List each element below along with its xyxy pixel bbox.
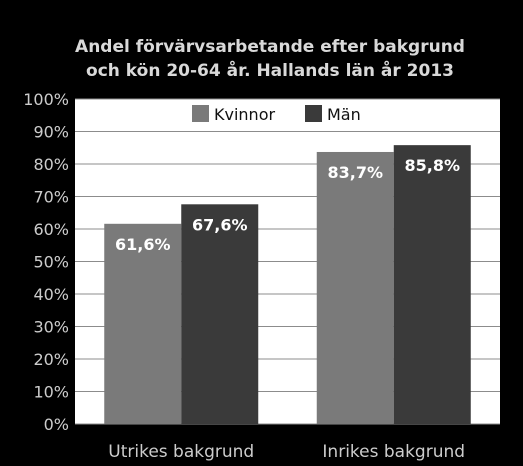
y-tick-label: 40%	[33, 285, 69, 304]
category-label: Inrikes bakgrund	[322, 442, 465, 462]
legend-label: Män	[327, 105, 361, 124]
bar-0-0	[104, 223, 182, 424]
data-label: 83,7%	[327, 163, 383, 182]
y-tick-label: 20%	[33, 350, 69, 369]
y-tick-label: 0%	[44, 415, 69, 434]
y-tick-label: 100%	[23, 90, 69, 109]
bar-0-1	[316, 151, 394, 424]
data-label: 67,6%	[192, 215, 248, 234]
y-tick-label: 10%	[33, 383, 69, 402]
y-tick-label: 60%	[33, 220, 69, 239]
legend-swatch	[305, 105, 322, 122]
bar-1-0	[181, 204, 259, 424]
bar-1-1	[393, 145, 471, 424]
legend-label: Kvinnor	[214, 105, 275, 124]
y-tick-label: 90%	[33, 123, 69, 142]
y-tick-label: 30%	[33, 318, 69, 337]
category-label: Utrikes bakgrund	[108, 442, 254, 462]
y-tick-label: 50%	[33, 253, 69, 272]
data-label: 85,8%	[404, 156, 460, 175]
y-tick-label: 80%	[33, 155, 69, 174]
legend-swatch	[192, 105, 209, 122]
chart-title-line-2: och kön 20-64 år. Hallands län år 2013	[86, 59, 454, 81]
data-label: 61,6%	[115, 235, 171, 254]
y-tick-label: 70%	[33, 188, 69, 207]
chart-title-line-1: Andel förvärvsarbetande efter bakgrund	[75, 37, 465, 57]
